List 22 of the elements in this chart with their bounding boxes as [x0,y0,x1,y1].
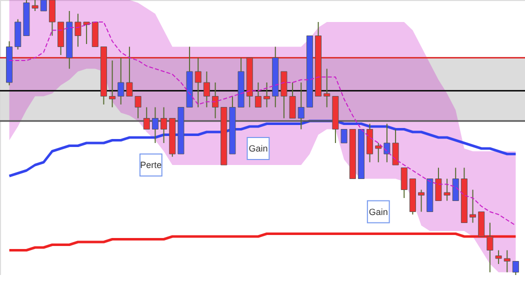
candlestick [486,222,494,273]
annotation: Gain [248,144,268,154]
candlestick [109,60,116,108]
candlestick [194,57,202,108]
candlestick [452,167,459,202]
candlestick [203,71,210,108]
candlestick [324,68,330,108]
candlestick [48,0,56,36]
candlestick [470,189,476,224]
candlestick [264,82,270,108]
candlestick [254,82,262,108]
candlestick [375,142,382,163]
candlestick [40,0,47,12]
candlestick [400,167,408,198]
candlestick [495,250,502,264]
candlestick [212,82,219,119]
candlestick [418,189,425,212]
candlestick [512,260,519,275]
candlestick [118,57,124,105]
annotation: Perte [140,160,162,170]
annotation: Gain [368,206,388,217]
candlestick [504,250,510,273]
